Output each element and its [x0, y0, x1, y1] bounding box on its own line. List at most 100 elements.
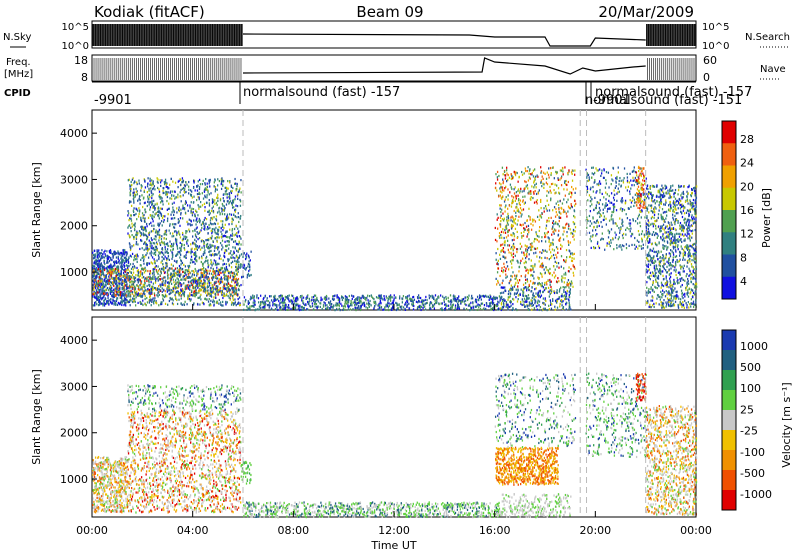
- heatmap-cell: [447, 296, 449, 299]
- heatmap-cell: [237, 263, 240, 266]
- heatmap-cell: [179, 233, 181, 236]
- heatmap-cell: [112, 299, 114, 302]
- heatmap-cell: [141, 288, 143, 291]
- heatmap-cell: [164, 230, 166, 233]
- heatmap-cell: [155, 300, 157, 303]
- heatmap-cell: [349, 308, 352, 311]
- heatmap-cell: [214, 288, 217, 291]
- heatmap-cell: [192, 286, 195, 290]
- heatmap-cell: [501, 266, 503, 270]
- heatmap-cell: [290, 307, 292, 311]
- heatmap-cell: [166, 269, 169, 272]
- heatmap-cell: [216, 290, 219, 293]
- heatmap-cell: [231, 234, 233, 237]
- heatmap-cell: [151, 200, 153, 204]
- heatmap-cell: [293, 306, 295, 309]
- heatmap-cell: [216, 211, 219, 214]
- heatmap-cell: [127, 289, 129, 293]
- heatmap-cell: [160, 303, 162, 306]
- heatmap-cell: [550, 191, 552, 194]
- heatmap-cell: [357, 296, 359, 299]
- heatmap-cell: [551, 233, 553, 236]
- heatmap-cell: [128, 178, 130, 181]
- heatmap-cell: [130, 289, 132, 293]
- heatmap-cell: [424, 308, 427, 311]
- heatmap-cell: [213, 287, 215, 290]
- heatmap-cell: [524, 201, 526, 204]
- heatmap-cell: [215, 290, 218, 293]
- heatmap-cell: [358, 301, 361, 304]
- heatmap-cell: [516, 171, 518, 175]
- heatmap-cell: [212, 199, 214, 202]
- heatmap-cell: [205, 217, 208, 221]
- heatmap-cell: [212, 291, 214, 294]
- heatmap-cell: [184, 269, 187, 272]
- heatmap-cell: [250, 273, 252, 277]
- heatmap-cell: [138, 212, 140, 216]
- heatmap-cell: [196, 198, 198, 202]
- heatmap-cell: [108, 271, 110, 274]
- heatmap-cell: [189, 285, 191, 288]
- heatmap-cell: [114, 279, 116, 282]
- heatmap-cell: [121, 299, 123, 302]
- heatmap-cell: [149, 241, 152, 244]
- heatmap-cell: [215, 217, 217, 221]
- heatmap-cell: [163, 237, 166, 240]
- heatmap-cell: [133, 213, 136, 217]
- heatmap-cell: [516, 209, 518, 212]
- heatmap-cell: [145, 269, 147, 272]
- heatmap-cell: [226, 276, 228, 279]
- heatmap-cell: [538, 240, 540, 243]
- heatmap-cell: [471, 297, 474, 300]
- heatmap-cell: [217, 178, 219, 181]
- heatmap-cell: [214, 271, 217, 274]
- heatmap-cell: [295, 304, 298, 307]
- heatmap-cell: [239, 303, 241, 307]
- heatmap-cell: [152, 187, 155, 190]
- heatmap-cell: [170, 282, 173, 285]
- heatmap-cell: [98, 272, 100, 275]
- heatmap-cell: [338, 308, 340, 311]
- heatmap-cell: [215, 215, 218, 218]
- heatmap-cell: [155, 248, 157, 251]
- heatmap-cell: [378, 306, 381, 309]
- heatmap-cell: [185, 200, 187, 203]
- beam-title: Beam 09: [356, 3, 423, 21]
- heatmap-cell: [283, 307, 285, 310]
- heatmap-cell: [108, 287, 111, 290]
- heatmap-cell: [93, 292, 95, 295]
- heatmap-cell: [235, 273, 238, 276]
- heatmap-cell: [139, 247, 141, 251]
- heatmap-cell: [205, 255, 208, 259]
- heatmap-cell: [112, 254, 114, 257]
- heatmap-cell: [390, 295, 392, 298]
- heatmap-cell: [174, 197, 176, 200]
- heatmap-cell: [133, 295, 135, 298]
- heatmap-cell: [183, 190, 185, 194]
- heatmap-cell: [202, 197, 205, 200]
- heatmap-cell: [193, 242, 195, 245]
- heatmap-cell: [441, 295, 444, 298]
- heatmap-cell: [398, 304, 400, 307]
- heatmap-cell: [120, 295, 122, 298]
- heatmap-cell: [105, 267, 107, 270]
- heatmap-cell: [172, 226, 175, 229]
- heatmap-cell: [161, 247, 163, 251]
- heatmap-cell: [420, 305, 423, 308]
- heatmap-cell: [139, 301, 142, 304]
- heatmap-cell: [98, 268, 101, 271]
- heatmap-cell: [226, 301, 228, 304]
- heatmap-cell: [211, 284, 213, 287]
- heatmap-cell: [99, 273, 102, 276]
- heatmap-cell: [145, 304, 147, 307]
- heatmap-cell: [478, 294, 481, 297]
- heatmap-cell: [327, 301, 330, 304]
- heatmap-cell: [540, 170, 543, 173]
- heatmap-cell: [550, 280, 552, 283]
- heatmap-cell: [236, 205, 239, 208]
- heatmap-cell: [188, 188, 190, 191]
- heatmap-cell: [107, 301, 109, 305]
- heatmap-cell: [109, 278, 111, 281]
- heatmap-cell: [214, 245, 216, 248]
- heatmap-cell: [339, 308, 341, 312]
